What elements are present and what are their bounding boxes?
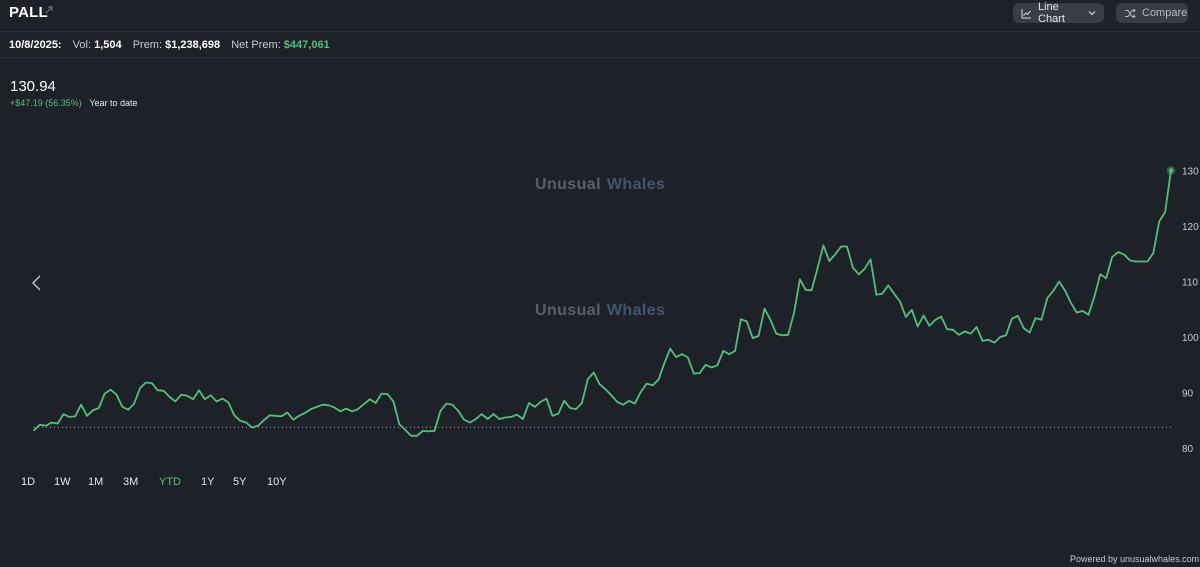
chart-type-label: Line Chart (1038, 1, 1065, 25)
compare-button[interactable]: Compare (1116, 3, 1188, 23)
stats-date: 10/8/2025: (9, 39, 62, 51)
compare-label: Compare (1142, 7, 1188, 19)
change-value: +$47.19 (56.35%) (10, 98, 82, 108)
last-price: 130.94 (10, 78, 56, 95)
price-change: +$47.19 (56.35%) Year to date (10, 98, 138, 108)
volume-label: Vol: (72, 39, 92, 51)
chevron-left-icon[interactable] (29, 274, 43, 292)
volume-value: 1,504 (94, 39, 122, 51)
range-1m[interactable]: 1M (88, 476, 104, 488)
y-tick-label: 100 (1182, 333, 1199, 344)
range-ytd[interactable]: YTD (159, 476, 181, 488)
range-10y[interactable]: 10Y (267, 476, 287, 488)
premium-label: Prem: (132, 39, 163, 51)
y-tick-label: 90 (1182, 389, 1194, 400)
range-5y[interactable]: 5Y (233, 476, 247, 488)
watermark-top: Unusual Whales (535, 176, 665, 194)
range-3m[interactable]: 3M (123, 476, 139, 488)
top-bar: PALL Line Chart Compare (0, 0, 1200, 28)
shuffle-icon (1125, 8, 1136, 18)
watermark-word-1: Unusual (535, 176, 601, 193)
watermark-word-2: Whales (606, 176, 666, 193)
line-chart-icon (1021, 8, 1031, 18)
premium-value: $1,238,698 (165, 39, 221, 51)
range-1y[interactable]: 1Y (201, 476, 215, 488)
net-premium-label: Net Prem: (231, 39, 281, 51)
y-tick-label: 120 (1182, 222, 1199, 233)
price-series-line (33, 169, 1172, 437)
y-tick-label: 110 (1182, 278, 1198, 289)
stats-bar: 10/8/2025: Vol: 1,504 Prem: $1,238,698 N… (0, 31, 1200, 58)
net-premium-value: $447,061 (283, 39, 330, 51)
last-point-marker (1168, 168, 1174, 173)
y-tick-label: 130 (1182, 167, 1199, 178)
watermark-word-1: Unusual (535, 302, 601, 319)
chart-type-dropdown[interactable]: Line Chart (1013, 1, 1104, 25)
range-1d[interactable]: 1D (21, 476, 36, 488)
chevron-down-icon (1088, 11, 1096, 16)
ticker-symbol: PALL (9, 4, 48, 21)
change-period: Year to date (89, 98, 138, 108)
watermark-word-2: Whales (606, 302, 666, 319)
watermark-middle: Unusual Whales (535, 302, 665, 320)
range-1w[interactable]: 1W (54, 476, 71, 488)
external-link-icon[interactable] (43, 4, 55, 16)
powered-by: Powered by unusualwhales.com (1070, 554, 1200, 564)
y-tick-label: 80 (1182, 444, 1194, 455)
